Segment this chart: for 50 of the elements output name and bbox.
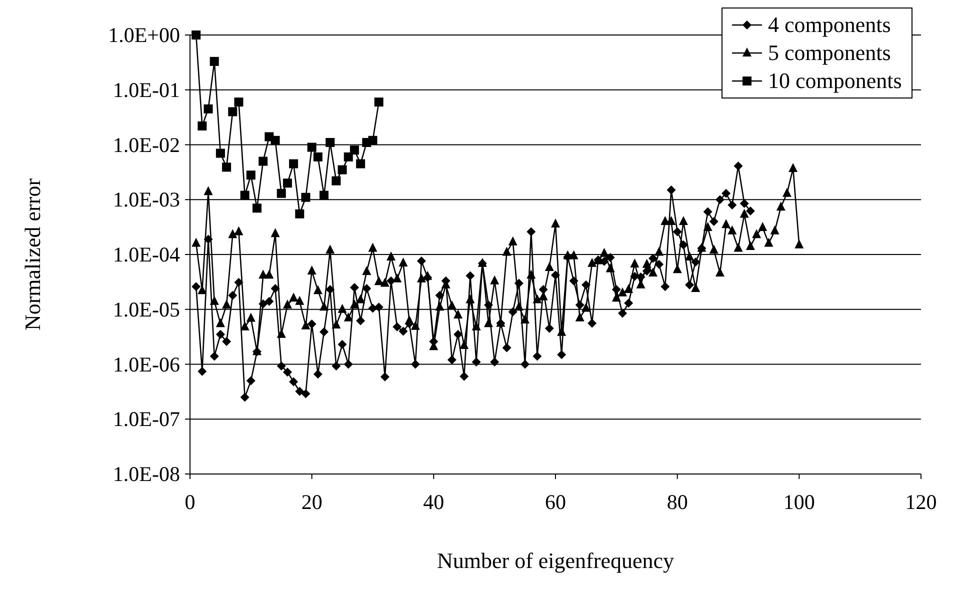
point [282, 178, 292, 188]
x-tick-label: 40 [423, 490, 444, 514]
y-tick-label: 1.0E-03 [112, 188, 180, 212]
point [222, 162, 232, 172]
y-tick-label: 1.0E-04 [112, 242, 180, 266]
point [368, 136, 378, 145]
x-tick-label: 60 [545, 490, 566, 514]
point [210, 56, 219, 66]
y-tick-label: 1.0E+00 [108, 23, 180, 47]
x-tick-label: 0 [184, 490, 196, 514]
x-tick-label: 80 [666, 490, 688, 514]
point [252, 204, 262, 213]
point [307, 142, 316, 152]
point [350, 146, 359, 155]
y-tick-label: 1.0E-01 [112, 78, 180, 102]
point [313, 152, 322, 162]
point [240, 190, 250, 200]
point [234, 98, 244, 107]
y-tick-label: 1.0E-05 [112, 297, 180, 322]
y-tick-label: 1.0E-02 [112, 132, 180, 157]
point [258, 156, 268, 166]
point [295, 209, 304, 218]
point [320, 190, 329, 200]
x-axis-title: Number of eigenfrequency [436, 548, 674, 573]
legend-label: 10 components [768, 68, 902, 93]
y-tick-label: 1.0E-06 [112, 352, 180, 376]
point [344, 152, 353, 162]
point [326, 138, 335, 147]
legend-label: 5 components [768, 40, 891, 65]
point [374, 98, 384, 107]
point [246, 170, 256, 180]
x-tick-label: 120 [905, 490, 937, 514]
y-tick-label: 1.0E-08 [112, 462, 180, 486]
point [198, 121, 207, 130]
x-tick-label: 100 [783, 490, 815, 514]
y-axis-title: Normalized error [20, 178, 45, 331]
point [338, 165, 347, 174]
point [204, 104, 213, 114]
point [216, 148, 225, 158]
point [192, 30, 201, 40]
point [289, 159, 298, 168]
legend-label: 4 components [768, 12, 891, 37]
point [228, 107, 238, 116]
point [270, 136, 280, 145]
point [301, 192, 310, 202]
point [332, 176, 341, 186]
x-tick-label: 20 [301, 490, 322, 514]
point [276, 188, 286, 198]
y-tick-label: 1.0E-07 [112, 407, 180, 432]
point [356, 159, 366, 168]
